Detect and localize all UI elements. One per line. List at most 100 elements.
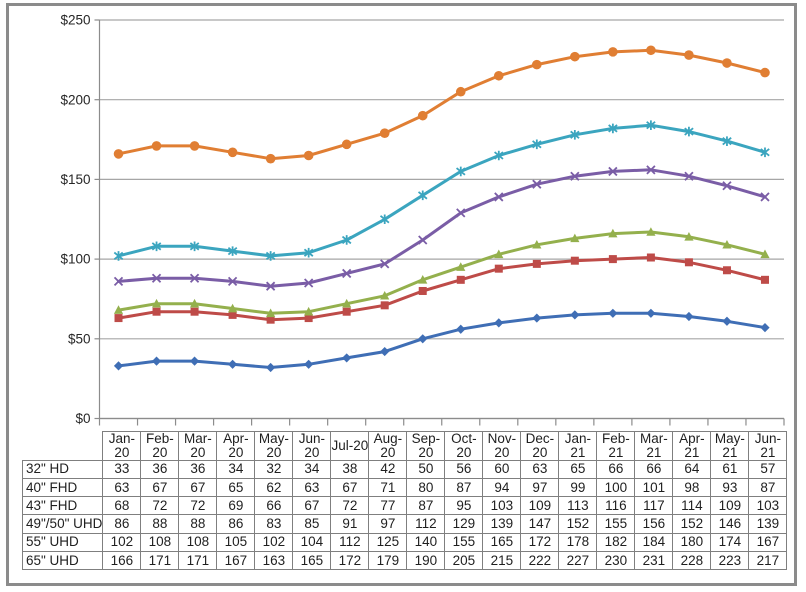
value-cell: 68 bbox=[102, 496, 142, 516]
marker-diamond bbox=[380, 346, 390, 357]
marker-triangle bbox=[570, 233, 580, 243]
marker-asterisk bbox=[532, 139, 542, 150]
value-cell: 72 bbox=[178, 496, 218, 516]
value-cell: 166 bbox=[102, 551, 142, 571]
value-cell: 65 bbox=[216, 477, 256, 498]
value-cell: 36 bbox=[178, 459, 218, 479]
marker-x bbox=[722, 181, 732, 191]
marker-x bbox=[113, 276, 124, 287]
value-cell: 140 bbox=[406, 532, 446, 553]
series-line-diamond bbox=[117, 311, 767, 369]
series-label-cell: 49"/50" UHD bbox=[21, 514, 104, 534]
month-header-cell: Jul-20 bbox=[330, 431, 370, 461]
value-cell: 109 bbox=[710, 496, 750, 516]
series-label-cell: 65" UHD bbox=[21, 551, 104, 571]
value-cell: 71 bbox=[368, 477, 408, 498]
marker-circle bbox=[493, 70, 504, 81]
value-cell: 163 bbox=[254, 551, 294, 571]
value-cell: 114 bbox=[672, 496, 712, 516]
value-cell: 33 bbox=[102, 459, 142, 479]
value-cell: 152 bbox=[558, 514, 598, 534]
value-cell: 97 bbox=[368, 514, 408, 534]
marker-diamond bbox=[532, 313, 542, 323]
marker-circle bbox=[684, 50, 694, 60]
data-table: Jan- 20 Feb- 20 Mar- 20 Apr- 20 May- 20 Jun- … bbox=[21, 431, 788, 571]
value-cell: 155 bbox=[596, 514, 636, 534]
data-table-wrap: Jan- 20 Feb- 20 Mar- 20 Apr- 20 May- 20 Jun- … bbox=[21, 431, 788, 571]
value-cell: 87 bbox=[748, 477, 788, 498]
marker-square bbox=[418, 286, 427, 295]
value-cell: 172 bbox=[330, 551, 370, 571]
value-cell: 34 bbox=[216, 459, 256, 479]
marker-x bbox=[265, 281, 276, 291]
value-cell: 34 bbox=[292, 459, 332, 479]
value-cell: 85 bbox=[292, 514, 332, 534]
value-cell: 227 bbox=[558, 551, 598, 571]
y-axis-label: $100 bbox=[60, 252, 90, 267]
marker-triangle bbox=[722, 239, 732, 249]
value-cell: 86 bbox=[102, 514, 142, 534]
marker-square bbox=[152, 307, 161, 316]
value-cell: 156 bbox=[634, 514, 674, 534]
y-axis-label: $250 bbox=[60, 13, 90, 28]
table-row: 65" UHD 166 171 171 167 163 165 172 179 190 205 215… bbox=[21, 551, 788, 571]
marker-triangle bbox=[760, 249, 770, 259]
marker-circle bbox=[379, 128, 390, 138]
value-cell: 97 bbox=[520, 477, 560, 498]
value-cell: 179 bbox=[368, 551, 408, 571]
month-header-cell: Jan- 21 bbox=[558, 431, 598, 461]
value-cell: 88 bbox=[178, 514, 218, 534]
marker-circle bbox=[113, 149, 124, 159]
value-cell: 86 bbox=[216, 514, 256, 534]
value-cell: 62 bbox=[254, 477, 294, 498]
value-cell: 165 bbox=[292, 551, 332, 571]
value-cell: 139 bbox=[482, 514, 522, 534]
value-cell: 101 bbox=[634, 477, 674, 498]
marker-triangle bbox=[684, 231, 694, 241]
value-cell: 69 bbox=[216, 496, 256, 516]
marker-asterisk bbox=[113, 251, 124, 261]
value-cell: 95 bbox=[444, 496, 484, 516]
value-cell: 180 bbox=[672, 532, 712, 553]
value-cell: 67 bbox=[292, 496, 332, 516]
value-cell: 66 bbox=[254, 496, 294, 516]
month-header-cell: Apr- 21 bbox=[672, 431, 712, 461]
month-header-cell: Oct- 20 bbox=[444, 431, 484, 461]
month-header-cell: Feb- 20 bbox=[140, 431, 180, 461]
marker-square bbox=[684, 258, 693, 267]
month-header-cell: Nov- 20 bbox=[482, 431, 522, 461]
value-cell: 223 bbox=[710, 551, 750, 571]
marker-asterisk bbox=[608, 123, 618, 134]
series-label-cell: 43" FHD bbox=[21, 496, 104, 516]
value-cell: 67 bbox=[140, 477, 180, 498]
marker-square bbox=[532, 259, 541, 268]
value-cell: 38 bbox=[330, 459, 370, 479]
table-row: 43" FHD 68 72 72 69 66 67 72 77 87 95 103 109 113 116 1… bbox=[21, 496, 788, 516]
marker-square bbox=[494, 264, 503, 273]
table-corner-cell bbox=[23, 432, 103, 461]
marker-x bbox=[189, 273, 200, 283]
marker-square bbox=[304, 314, 313, 323]
marker-circle bbox=[189, 141, 200, 151]
marker-triangle bbox=[608, 228, 618, 238]
value-cell: 98 bbox=[672, 477, 712, 498]
month-header-cell: Mar- 21 bbox=[634, 431, 674, 461]
marker-triangle bbox=[151, 298, 162, 308]
marker-square bbox=[380, 301, 389, 310]
value-cell: 109 bbox=[520, 496, 560, 516]
marker-x bbox=[570, 171, 580, 181]
marker-diamond bbox=[151, 356, 162, 366]
marker-x bbox=[380, 259, 390, 269]
value-cell: 139 bbox=[748, 514, 788, 534]
marker-circle bbox=[417, 110, 428, 121]
marker-asterisk bbox=[189, 241, 200, 252]
value-cell: 171 bbox=[140, 551, 180, 571]
marker-circle bbox=[760, 67, 770, 78]
value-cell: 165 bbox=[482, 532, 522, 553]
marker-square bbox=[646, 253, 655, 262]
marker-asterisk bbox=[455, 166, 466, 177]
marker-circle bbox=[341, 139, 352, 150]
value-cell: 50 bbox=[406, 459, 446, 479]
value-cell: 100 bbox=[596, 477, 636, 498]
y-axis-label: $0 bbox=[75, 411, 90, 426]
